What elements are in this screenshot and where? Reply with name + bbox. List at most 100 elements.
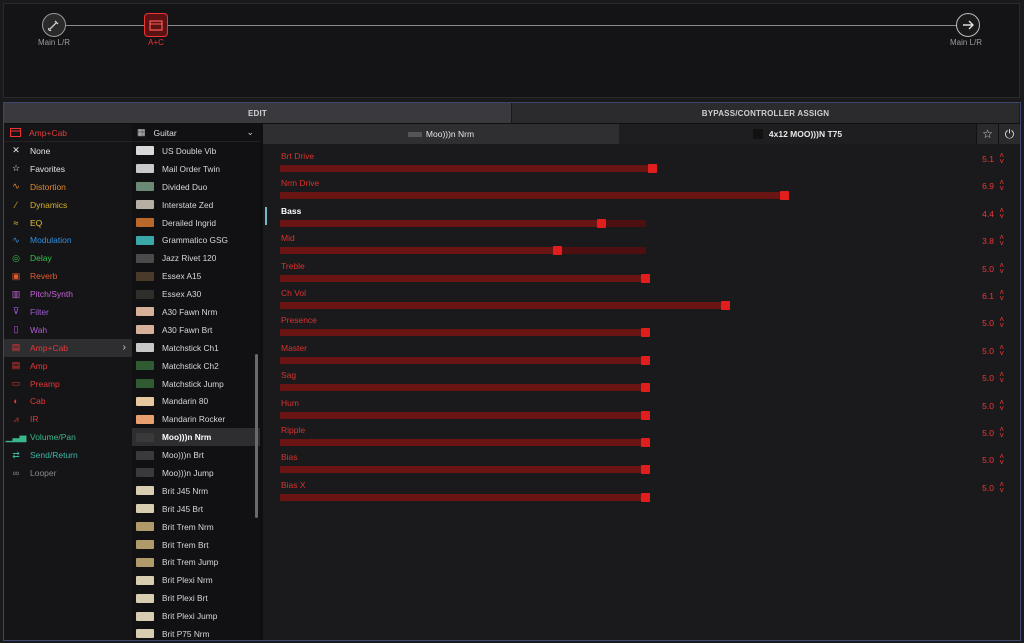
param-value[interactable]: 5.0	[982, 345, 994, 356]
category-item-delay[interactable]: ◎ Delay	[4, 249, 132, 267]
up-down-arrows-icon[interactable]: ˄ ˅	[999, 287, 1004, 303]
param-slider-knob[interactable]	[721, 300, 730, 310]
input-node[interactable]	[42, 13, 66, 37]
up-down-arrows-icon[interactable]: ˄ ˅	[999, 178, 1004, 194]
model-item[interactable]: US Double Vib	[132, 142, 260, 160]
power-button[interactable]: ⏻	[998, 124, 1020, 144]
category-item-preamp[interactable]: ▭ Preamp	[4, 375, 132, 393]
param-slider-knob[interactable]	[641, 437, 650, 447]
category-item-volume-pan[interactable]: ▁▃▅ Volume/Pan	[4, 428, 132, 446]
up-down-arrows-icon[interactable]: ˄ ˅	[999, 315, 1004, 331]
param-slider[interactable]	[280, 355, 650, 365]
model-item[interactable]: Brit Plexi Brt	[132, 589, 260, 607]
model-item[interactable]: Matchstick Jump	[132, 375, 260, 393]
param-value[interactable]: 5.0	[982, 263, 994, 274]
param-slider[interactable]	[280, 300, 730, 310]
category-item-none[interactable]: ✕ None	[4, 142, 132, 160]
category-item-distortion[interactable]: ∿ Distortion	[4, 178, 132, 196]
param-slider[interactable]	[280, 246, 646, 256]
param-slider-knob[interactable]	[780, 191, 789, 201]
category-item-favorites[interactable]: ☆ Favorites	[4, 160, 132, 178]
output-node[interactable]	[956, 13, 980, 37]
category-item-amp[interactable]: ▤ Amp	[4, 357, 132, 375]
up-down-arrows-icon[interactable]: ˄ ˅	[999, 260, 1004, 276]
param-value[interactable]: 6.1	[982, 290, 994, 301]
model-item[interactable]: Moo)))n Brt	[132, 446, 260, 464]
param-slider[interactable]	[280, 465, 650, 475]
category-item-pitch-synth[interactable]: ▥ Pitch/Synth	[4, 285, 132, 303]
param-value[interactable]: 5.0	[982, 427, 994, 438]
param-slider[interactable]	[280, 492, 650, 502]
category-item-cab[interactable]: ◐ Cab	[4, 392, 132, 410]
model-item[interactable]: Mandarin 80	[132, 392, 260, 410]
category-item-eq[interactable]: ≈ EQ	[4, 214, 132, 232]
model-item[interactable]: Derailed Ingrid	[132, 214, 260, 232]
category-item-send-return[interactable]: ⇄ Send/Return	[4, 446, 132, 464]
param-value[interactable]: 4.4	[982, 208, 994, 219]
param-value[interactable]: 6.9	[982, 181, 994, 192]
param-slider-knob[interactable]	[641, 355, 650, 365]
param-slider[interactable]	[280, 383, 650, 393]
category-item-reverb[interactable]: ▣ Reverb	[4, 267, 132, 285]
category-item-ir[interactable]: ⩘ IR	[4, 410, 132, 428]
up-down-arrows-icon[interactable]: ˄ ˅	[999, 370, 1004, 386]
model-item[interactable]: A30 Fawn Nrm	[132, 303, 260, 321]
category-item-amp-cab[interactable]: ▤ Amp+Cab ›	[4, 338, 132, 357]
param-slider[interactable]	[280, 191, 789, 201]
cab-model-tab[interactable]: 4x12 MOO)))N T75	[619, 124, 976, 144]
category-item-wah[interactable]: ▯ Wah	[4, 321, 132, 339]
param-slider-knob[interactable]	[641, 492, 650, 502]
model-item[interactable]: Brit Plexi Nrm	[132, 571, 260, 589]
tab-bypass-controller-assign[interactable]: BYPASS/CONTROLLER ASSIGN	[512, 103, 1020, 123]
param-value[interactable]: 5.0	[982, 318, 994, 329]
grid-icon[interactable]: ▦	[137, 127, 146, 137]
category-item-filter[interactable]: ⊽ Filter	[4, 303, 132, 321]
category-item-looper[interactable]: ∞ Looper	[4, 464, 132, 482]
tab-edit[interactable]: EDIT	[4, 103, 512, 123]
up-down-arrows-icon[interactable]: ˄ ˅	[999, 342, 1004, 358]
model-item[interactable]: Matchstick Ch2	[132, 357, 260, 375]
model-item[interactable]: Interstate Zed	[132, 196, 260, 214]
model-item[interactable]: Brit Trem Nrm	[132, 518, 260, 536]
model-item[interactable]: Moo)))n Nrm	[132, 428, 260, 447]
param-slider[interactable]	[280, 437, 650, 447]
model-item[interactable]: Grammatico GSG	[132, 231, 260, 249]
param-value[interactable]: 5.0	[982, 482, 994, 493]
model-item[interactable]: Mail Order Twin	[132, 160, 260, 178]
param-value[interactable]: 5.0	[982, 455, 994, 466]
model-item[interactable]: Jazz Rivet 120	[132, 249, 260, 267]
model-item[interactable]: Brit J45 Brt	[132, 500, 260, 518]
model-item[interactable]: Brit Trem Jump	[132, 553, 260, 571]
amp-cab-block[interactable]	[144, 13, 168, 37]
param-value[interactable]: 5.0	[982, 400, 994, 411]
category-header[interactable]: Amp+Cab	[4, 124, 132, 142]
category-item-dynamics[interactable]: ⁄ Dynamics	[4, 196, 132, 214]
up-down-arrows-icon[interactable]: ˄ ˅	[999, 397, 1004, 413]
model-item[interactable]: Brit Plexi Jump	[132, 607, 260, 625]
model-item[interactable]: Mandarin Rocker	[132, 410, 260, 428]
up-down-arrows-icon[interactable]: ˄ ˅	[999, 479, 1004, 495]
model-item[interactable]: A30 Fawn Brt	[132, 321, 260, 339]
param-slider-knob[interactable]	[648, 164, 657, 173]
up-down-arrows-icon[interactable]: ˄ ˅	[999, 205, 1004, 221]
favorite-button[interactable]: ☆	[976, 124, 998, 144]
up-down-arrows-icon[interactable]: ˄ ˅	[999, 233, 1004, 249]
param-value[interactable]: 5.0	[982, 373, 994, 384]
param-slider[interactable]	[280, 218, 646, 228]
amp-model-tab[interactable]: Moo)))n Nrm	[263, 124, 619, 144]
model-item[interactable]: Divided Duo	[132, 178, 260, 196]
param-value[interactable]: 3.8	[982, 236, 994, 247]
model-list-scrollbar[interactable]	[255, 354, 258, 518]
param-slider[interactable]	[280, 164, 657, 173]
param-slider-knob[interactable]	[641, 465, 650, 475]
up-down-arrows-icon[interactable]: ˄ ˅	[999, 151, 1004, 166]
chevron-down-icon[interactable]: ⌄	[246, 127, 254, 137]
model-item[interactable]: Essex A30	[132, 285, 260, 303]
model-item[interactable]: Matchstick Ch1	[132, 339, 260, 357]
param-value[interactable]: 5.1	[982, 154, 994, 164]
param-slider[interactable]	[280, 273, 650, 283]
up-down-arrows-icon[interactable]: ˄ ˅	[999, 452, 1004, 468]
param-slider-knob[interactable]	[553, 246, 562, 256]
param-slider-knob[interactable]	[597, 218, 606, 228]
param-slider-knob[interactable]	[641, 328, 650, 338]
